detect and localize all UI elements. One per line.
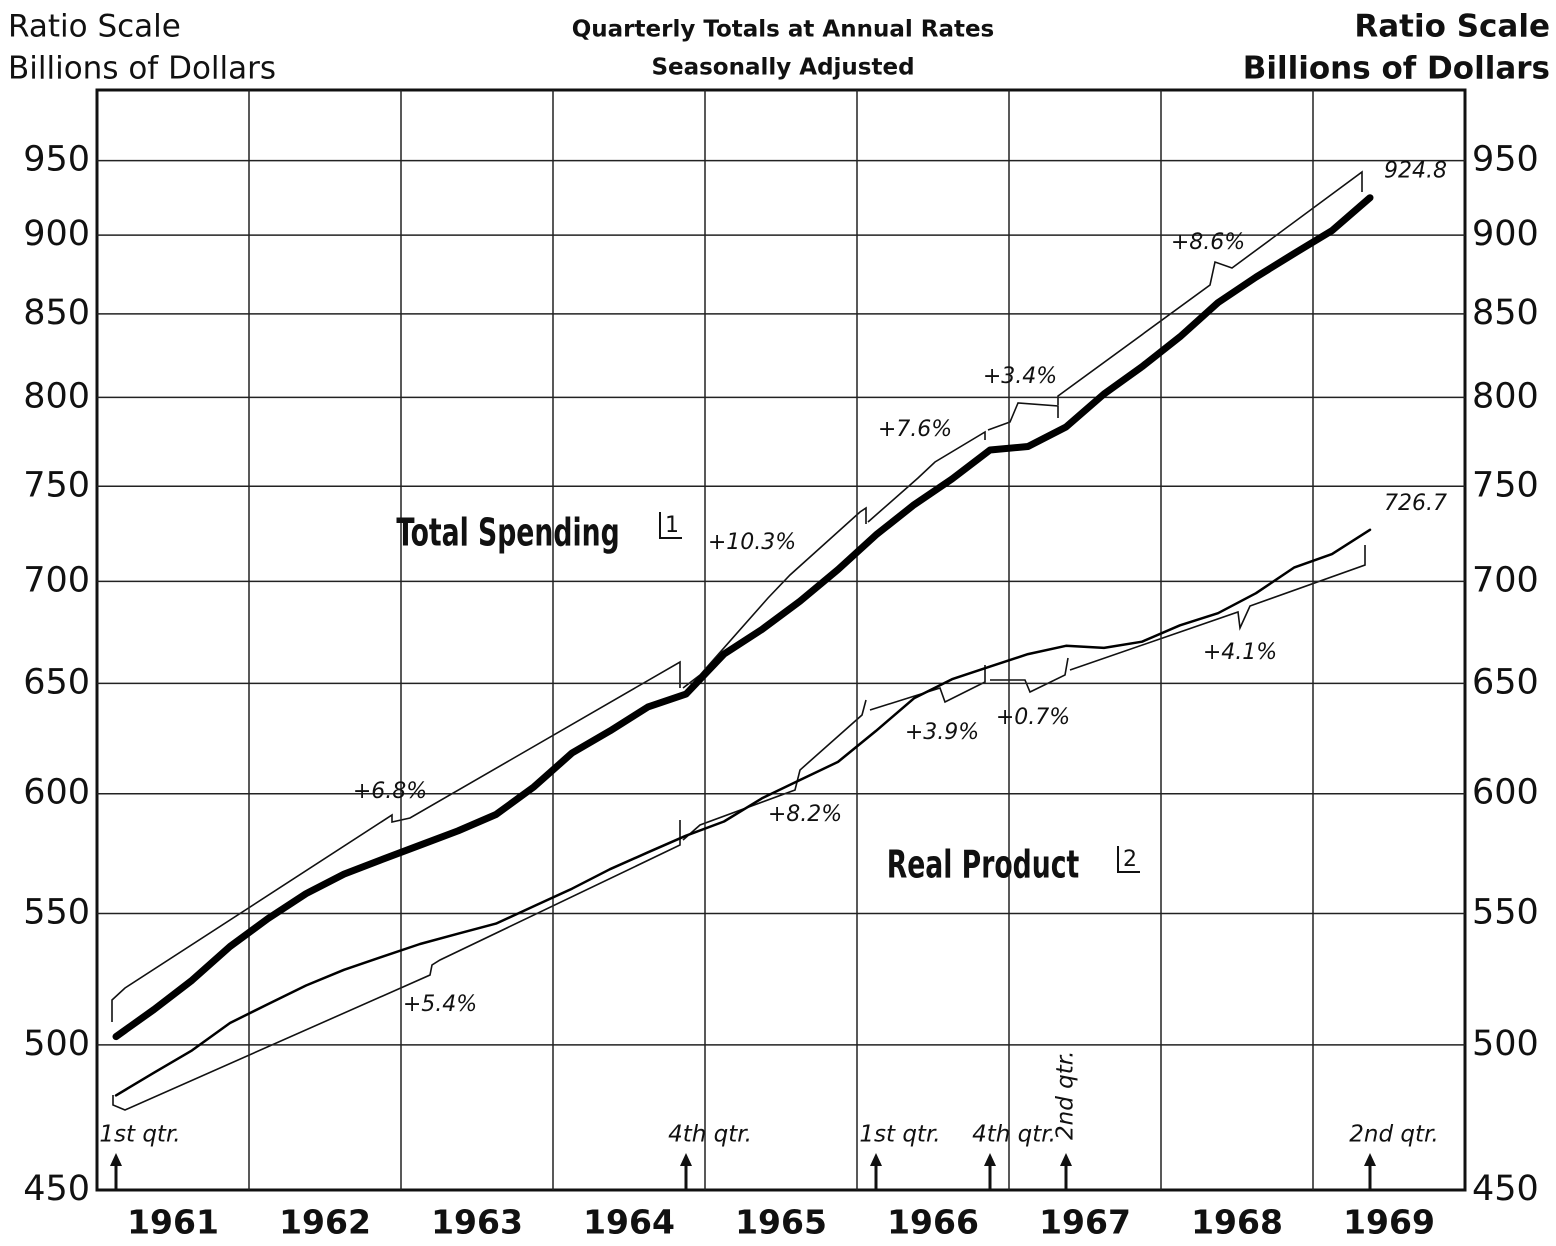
marker-arrowhead — [870, 1153, 882, 1166]
annotation: +8.6% — [1171, 230, 1245, 255]
series-footnote: 1 — [665, 513, 679, 538]
y2-tick-label: 500 — [1472, 1024, 1539, 1064]
annotation: +5.4% — [403, 992, 477, 1017]
quarter-marker: 2nd qtr. — [1349, 1122, 1439, 1190]
marker-arrowhead — [110, 1153, 122, 1166]
y2-tick-label: 550 — [1472, 893, 1539, 933]
y2-tick-label: 800 — [1472, 376, 1539, 416]
y-tick-label: 850 — [23, 293, 90, 333]
y2-tick-label: 750 — [1472, 465, 1539, 505]
trend-bracket — [987, 402, 1059, 431]
series-footnote: 2 — [1123, 847, 1137, 872]
trend-bracket — [111, 660, 681, 1022]
y-tick-label: 600 — [23, 773, 90, 813]
y2-tick-label: 900 — [1472, 214, 1539, 254]
subtitle: Seasonally Adjusted — [651, 55, 914, 81]
marker-label: 1st qtr. — [859, 1122, 940, 1148]
annotation: +3.4% — [983, 364, 1057, 389]
y-tick-label: 800 — [23, 376, 90, 416]
quarter-marker: 4th qtr. — [972, 1122, 1056, 1190]
marker-arrowhead — [1060, 1153, 1072, 1166]
annotation: +0.7% — [996, 705, 1070, 730]
y2-tick-label: 950 — [1472, 140, 1539, 180]
x-tick-label: 1968 — [1191, 1203, 1283, 1242]
annotation: +8.2% — [768, 802, 842, 827]
quarter-marker: 4th qtr. — [668, 1122, 752, 1190]
x-tick-label: 1961 — [127, 1203, 219, 1242]
trend-bracket — [867, 430, 986, 523]
x-tick-label: 1967 — [1039, 1203, 1131, 1242]
series-line — [112, 194, 1374, 1041]
plot-frame — [95, 88, 1467, 1192]
x-tick-label: 1966 — [887, 1203, 979, 1242]
series-label: Total Spending — [396, 511, 619, 556]
marker-label: 2nd qtr. — [1053, 1051, 1079, 1140]
annotation: +7.6% — [878, 417, 952, 442]
end-value-label: 726.7 — [1384, 491, 1447, 516]
annotation: +4.1% — [1203, 640, 1277, 665]
marker-label: 1st qtr. — [99, 1122, 180, 1148]
left-axis-title: Billions of Dollars — [8, 51, 276, 87]
subtitle: Quarterly Totals at Annual Rates — [572, 17, 995, 43]
quarter-marker: 1st qtr. — [99, 1122, 181, 1190]
series-line — [114, 528, 1372, 1097]
y-tick-label: 650 — [23, 662, 90, 702]
x-tick-label: 1962 — [279, 1203, 371, 1242]
trend-bracket — [869, 665, 986, 711]
annotation: +6.8% — [353, 779, 427, 804]
footnote-corner — [1117, 846, 1140, 873]
y-tick-label: 950 — [23, 140, 90, 180]
quarter-marker: 2nd qtr. — [1053, 1051, 1079, 1190]
end-value-label: 924.8 — [1384, 159, 1447, 184]
y-tick-label: 700 — [23, 560, 90, 600]
x-tick-label: 1965 — [735, 1203, 827, 1242]
marker-label: 2nd qtr. — [1349, 1122, 1438, 1148]
right-axis-title: Billions of Dollars — [1243, 51, 1550, 87]
footnote-corner — [659, 512, 682, 539]
y-tick-label: 500 — [23, 1024, 90, 1064]
marker-arrowhead — [1364, 1153, 1376, 1166]
trend-bracket — [1057, 170, 1363, 405]
marker-arrowhead — [680, 1153, 692, 1166]
trend-bracket — [112, 820, 681, 1111]
y2-tick-label: 700 — [1472, 560, 1539, 600]
annotation: +10.3% — [708, 530, 796, 555]
trend-bracket — [1069, 545, 1366, 671]
y2-tick-label: 650 — [1472, 662, 1539, 702]
series-label: Real Product — [887, 843, 1080, 888]
marker-label: 4th qtr. — [972, 1122, 1056, 1148]
marker-arrowhead — [984, 1153, 996, 1166]
x-tick-label: 1964 — [583, 1203, 675, 1242]
quarter-marker: 1st qtr. — [859, 1122, 941, 1190]
annotation: +3.9% — [905, 720, 979, 745]
y2-tick-label: 850 — [1472, 293, 1539, 333]
trend-bracket — [990, 657, 1069, 694]
y-tick-label: 750 — [23, 465, 90, 505]
marker-label: 4th qtr. — [668, 1122, 752, 1148]
left-axis-title: Ratio Scale — [8, 9, 181, 45]
trend-envelopes — [111, 170, 1366, 1111]
y-tick-label: 550 — [23, 893, 90, 933]
y2-tick-label: 600 — [1472, 773, 1539, 813]
right-axis-title: Ratio Scale — [1354, 9, 1550, 45]
x-tick-label: 1969 — [1343, 1203, 1435, 1242]
y-tick-label: 450 — [23, 1169, 90, 1209]
y2-tick-label: 450 — [1472, 1169, 1539, 1209]
y-tick-label: 900 — [23, 214, 90, 254]
x-tick-label: 1963 — [431, 1203, 523, 1242]
